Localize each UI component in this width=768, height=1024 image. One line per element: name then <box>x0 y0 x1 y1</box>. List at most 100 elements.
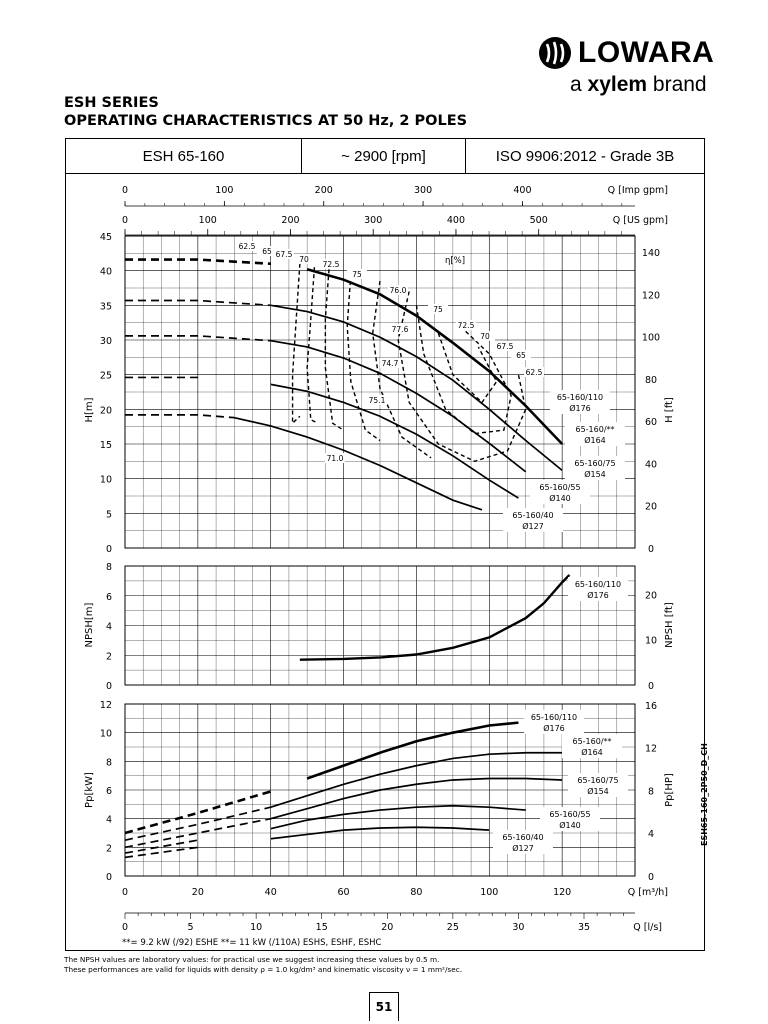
power-label-bg <box>562 734 622 758</box>
ls-tick-label: 0 <box>122 922 128 933</box>
power-curve-diameter: Ø140 <box>559 820 581 830</box>
head-y-tick-label: 15 <box>100 440 112 451</box>
power-curve-diameter: Ø127 <box>512 843 534 853</box>
footnotes: The NPSH values are laboratory values: f… <box>64 955 462 974</box>
npsh-curve-0 <box>299 574 571 661</box>
power-y-tick-label: 6 <box>106 786 112 797</box>
efficiency-label-bg <box>257 246 277 256</box>
npsh-y-tick-label: 2 <box>106 651 112 662</box>
efficiency-label: 67.5 <box>497 342 514 351</box>
us-gpm-tick-label: 100 <box>199 215 217 226</box>
head-ft-tick-label: 100 <box>642 333 660 344</box>
efficiency-label-bg <box>274 249 294 259</box>
head-ft-tick-label: 80 <box>645 375 657 386</box>
standard-cell: ISO 9906:2012 - Grade 3B <box>495 147 675 165</box>
ls-tick-label: 30 <box>512 922 524 933</box>
efficiency-label-bg <box>237 241 257 251</box>
ls-tick-label: 20 <box>381 922 393 933</box>
npsh-ft-axis-label: NPSH [ft] <box>664 602 675 648</box>
power-hp-tick-label: 16 <box>645 701 657 712</box>
power-hp-tick-label: 12 <box>645 744 657 755</box>
footnote-npsh: The NPSH values are laboratory values: f… <box>64 955 440 964</box>
imp-gpm-tick-label: 400 <box>513 185 531 196</box>
efficiency-axis-label: η[%] <box>445 256 465 266</box>
logo-wordmark: LOWARA <box>578 36 715 69</box>
head-y-tick-label: 40 <box>100 267 112 278</box>
efficiency-label-bg <box>456 320 476 330</box>
npsh-curve-diameter: Ø176 <box>587 590 609 600</box>
power-hp-tick-label: 8 <box>648 786 654 797</box>
npsh-y-tick-label: 8 <box>106 562 112 573</box>
speed-cell: ~ 2900 [rpm] <box>302 139 466 173</box>
head-ft-tick-label: 20 <box>645 502 657 513</box>
page-title: ESH SERIES OPERATING CHARACTERISTICS AT … <box>64 94 467 130</box>
power-hp-tick-label: 0 <box>648 872 654 883</box>
m3h-tick-label: 80 <box>410 887 422 898</box>
head-ft-tick-label: 0 <box>648 544 654 555</box>
us-gpm-tick-label: 500 <box>530 215 548 226</box>
power-y-axis-label: Pp[kW] <box>84 772 95 808</box>
power-y-tick-label: 0 <box>106 872 112 883</box>
efficiency-label: 70 <box>480 332 490 341</box>
head-y-tick-label: 30 <box>100 336 112 347</box>
efficiency-label-bg <box>388 285 408 295</box>
m3h-tick-label: 0 <box>122 887 128 898</box>
efficiency-label: 71.0 <box>327 454 344 463</box>
chart-frame <box>65 172 705 951</box>
power-curve-diameter: Ø176 <box>543 723 565 733</box>
efficiency-label: 75 <box>433 305 443 314</box>
power-frame <box>124 703 636 877</box>
power-y-tick-label: 8 <box>106 757 112 768</box>
power-y-tick-label: 10 <box>100 729 112 740</box>
head-curve-diameter: Ø154 <box>584 469 606 479</box>
tagline-prefix: a <box>570 73 588 96</box>
title-line-1: ESH SERIES <box>64 95 159 111</box>
power-curve-2 <box>270 777 563 820</box>
m3h-tick-label: 20 <box>192 887 204 898</box>
tagline-brand: xylem <box>587 73 648 96</box>
logo-tagline: a xylem brand <box>570 72 707 98</box>
efficiency-isoline <box>437 332 498 404</box>
efficiency-label-bg <box>390 324 410 334</box>
model-header: ESH 65-160 ~ 2900 [rpm] ISO 9906:2012 - … <box>65 138 705 174</box>
head-ft-tick-label: 60 <box>645 417 657 428</box>
power-curve-0 <box>306 721 519 780</box>
efficiency-label-bg <box>294 254 314 264</box>
imp-gpm-axis-label: Q [Imp gpm] <box>608 185 668 196</box>
head-y-tick-label: 25 <box>100 371 112 382</box>
power-curve-label: 65-160/110 <box>531 713 577 722</box>
power-label-bg <box>524 710 584 734</box>
npsh-curve-label: 65-160/110 <box>575 580 621 589</box>
head-y-axis-label: H[m] <box>84 397 95 422</box>
head-curve-1 <box>270 304 563 472</box>
us-gpm-tick-label: 400 <box>447 215 465 226</box>
power-curve-2-dashed <box>124 817 271 849</box>
npsh-y-tick-label: 4 <box>106 622 112 633</box>
power-curve-diameter: Ø164 <box>581 747 603 757</box>
efficiency-label-bg <box>321 259 341 269</box>
power-curve-label: 65-160/55 <box>549 810 590 819</box>
head-label-bg <box>565 422 625 446</box>
head-curve-1-dashed <box>125 299 271 307</box>
efficiency-label: 62.5 <box>239 242 256 251</box>
efficiency-label-bg <box>325 453 345 463</box>
head-curve-2-dashed <box>125 334 271 342</box>
head-ft-axis-label: H [ft] <box>664 397 675 423</box>
efficiency-label-bg <box>380 358 400 368</box>
head-y-tick-label: 20 <box>100 405 112 416</box>
power-curve-label: 65-160/75 <box>577 776 618 785</box>
npsh-y-axis-label: NPSH[m] <box>84 602 95 647</box>
power-y-tick-label: 2 <box>106 843 112 854</box>
head-ft-tick-label: 140 <box>642 248 660 259</box>
head-label-bg <box>503 508 563 532</box>
power-label-bg <box>493 830 553 854</box>
head-curve-label: 65-160/55 <box>539 483 580 492</box>
power-curve-1-dashed <box>124 806 271 841</box>
imp-gpm-tick-label: 100 <box>215 185 233 196</box>
efficiency-label-bg <box>524 367 544 377</box>
head-curve-2 <box>270 339 527 473</box>
efficiency-label: 76.0 <box>390 286 407 295</box>
head-curve-diameter: Ø164 <box>584 435 606 445</box>
imp-gpm-tick-label: 200 <box>315 185 333 196</box>
